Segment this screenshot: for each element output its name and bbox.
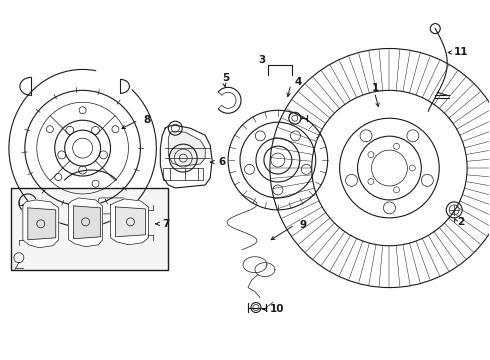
- Bar: [163, 168, 203, 180]
- Polygon shape: [111, 199, 148, 245]
- Polygon shape: [23, 200, 59, 248]
- Text: 8: 8: [144, 115, 150, 125]
- Polygon shape: [28, 208, 56, 240]
- Polygon shape: [116, 207, 146, 237]
- Polygon shape: [69, 198, 102, 247]
- Text: 4: 4: [295, 77, 302, 87]
- Polygon shape: [160, 125, 212, 188]
- Bar: [11, 188, 168, 270]
- Text: 2: 2: [457, 217, 465, 227]
- Polygon shape: [168, 131, 205, 166]
- Text: 10: 10: [270, 305, 284, 315]
- Text: 1: 1: [371, 84, 379, 93]
- Text: 3: 3: [258, 55, 266, 66]
- Polygon shape: [74, 206, 100, 239]
- Text: 7: 7: [162, 219, 170, 229]
- Text: 11: 11: [454, 48, 469, 58]
- Text: 6: 6: [218, 157, 225, 167]
- Text: 9: 9: [300, 220, 307, 230]
- Text: 5: 5: [222, 73, 229, 84]
